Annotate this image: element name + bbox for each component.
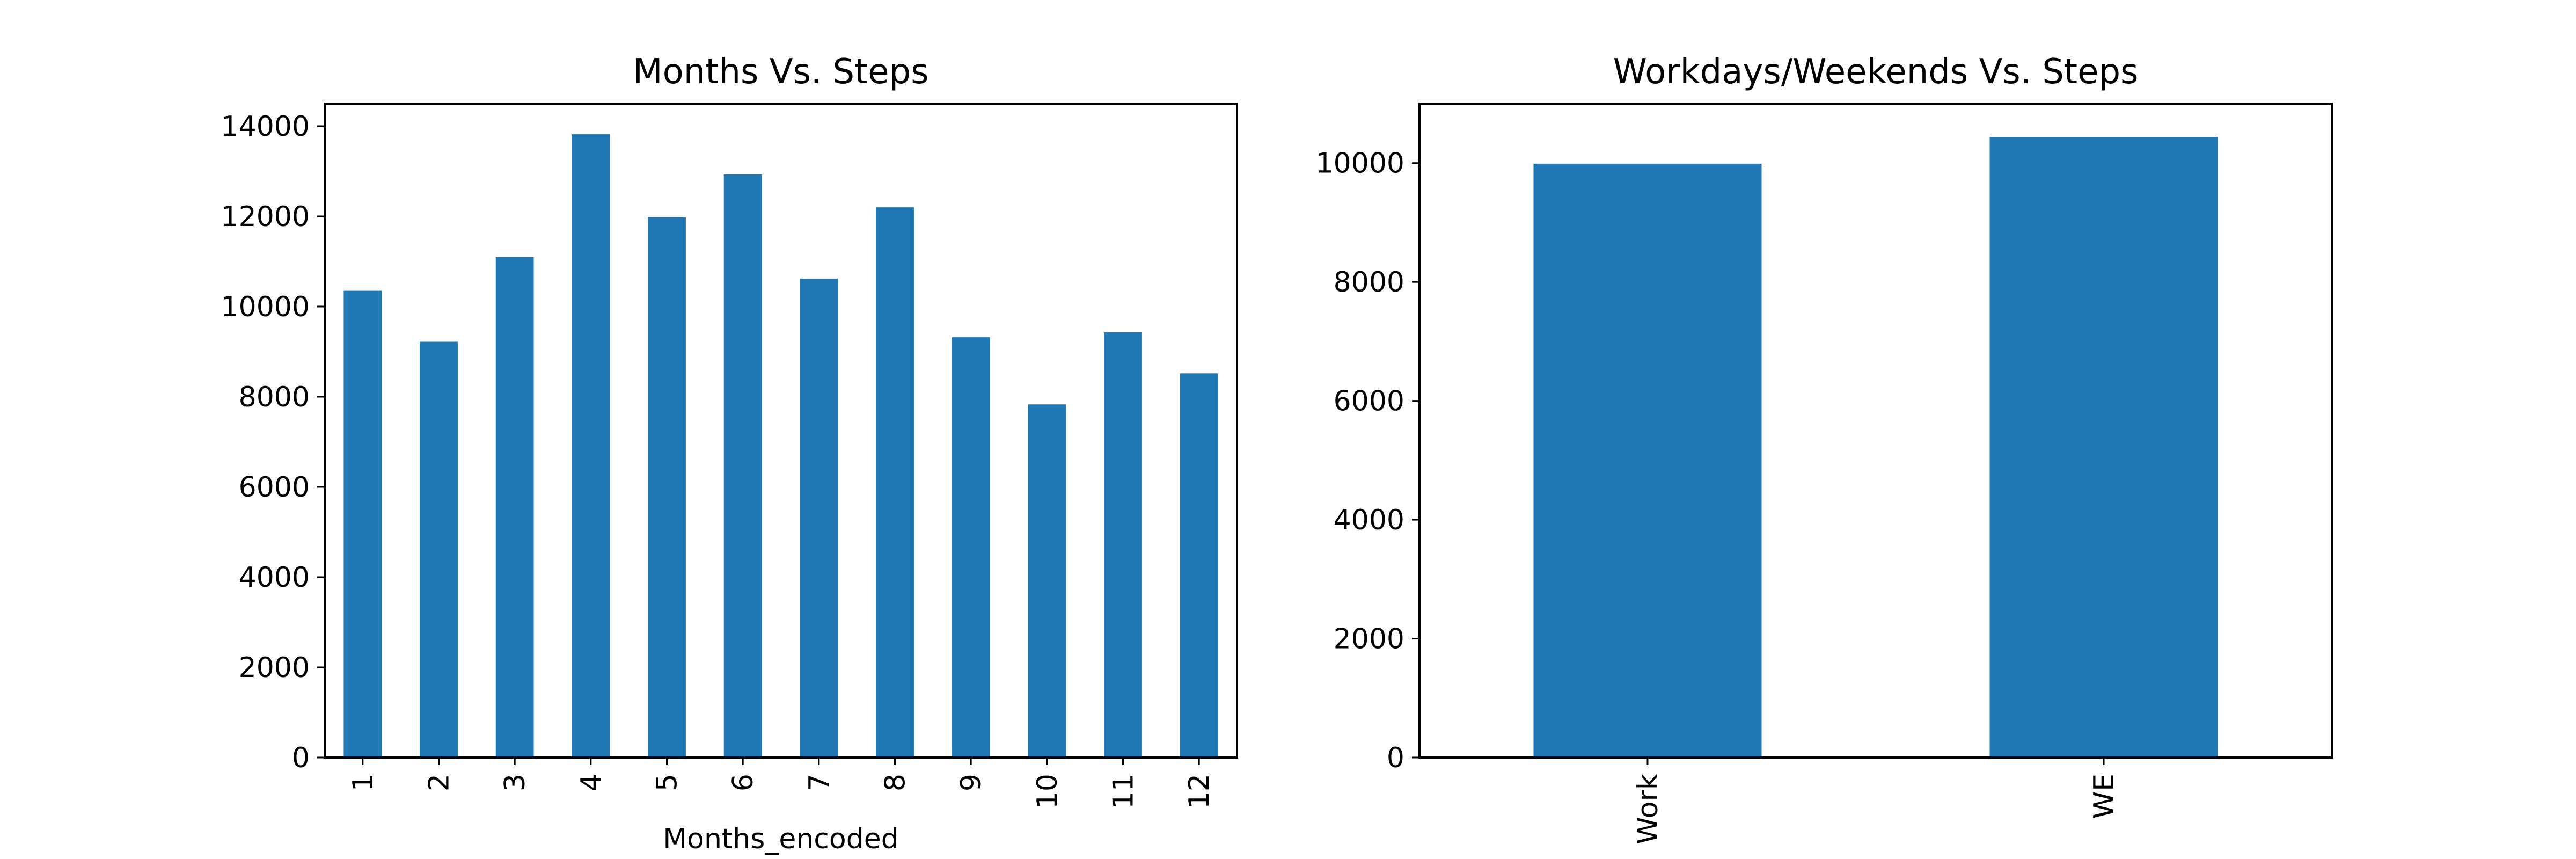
y-tick-label: 10000: [221, 291, 310, 323]
chart-months-vs-steps: Months Vs. Steps 0 2000 4000 6000 8000 10000 1…: [221, 52, 1238, 855]
y-axis-ticks: 0 2000 4000 6000 8000 10000 12000 14000: [221, 111, 325, 774]
x-tick-label: 6: [727, 774, 759, 791]
y-tick-label: 6000: [1334, 385, 1404, 418]
bar-11: [1104, 332, 1142, 758]
y-tick-label: 4000: [1334, 504, 1404, 536]
chart-title: Workdays/Weekends Vs. Steps: [1613, 52, 2139, 92]
y-tick-label: 0: [292, 742, 310, 774]
x-axis-label: Months_encoded: [663, 823, 898, 855]
y-tick-label: 4000: [239, 562, 310, 594]
bar-8: [876, 207, 914, 758]
bar-2: [420, 341, 458, 758]
y-tick-label: 8000: [1334, 266, 1404, 299]
x-tick-label: 1: [347, 774, 379, 791]
bar-WE: [1989, 137, 2218, 758]
y-tick-label: 2000: [1334, 623, 1404, 656]
y-tick-label: 0: [1387, 742, 1404, 774]
bar-1: [343, 290, 382, 758]
x-tick-label: 4: [575, 774, 608, 791]
bar-9: [952, 337, 990, 758]
plot-frame: [324, 103, 1238, 759]
y-tick-label: 8000: [239, 381, 310, 413]
y-axis-ticks: 0 2000 4000 6000 8000 10000: [1316, 148, 1419, 774]
x-tick-label: 7: [803, 774, 836, 791]
chart-workdays-weekends-vs-steps: Workdays/Weekends Vs. Steps 0 2000 4000 600…: [1316, 52, 2333, 845]
x-axis-ticks: Work WE: [1632, 758, 2120, 845]
y-tick-label: 14000: [221, 111, 310, 143]
x-tick-label: 12: [1183, 774, 1216, 809]
x-tick-label: 10: [1031, 774, 1064, 809]
bar-7: [800, 278, 838, 758]
bar-group: [343, 134, 1218, 758]
x-tick-label: 5: [652, 774, 684, 791]
bar-12: [1180, 373, 1218, 758]
bar-3: [495, 257, 534, 758]
x-tick-label: Work: [1632, 774, 1664, 845]
x-tick-label: WE: [2088, 774, 2120, 819]
bar-group: [1533, 137, 2218, 758]
y-tick-label: 12000: [221, 201, 310, 233]
x-tick-label: 9: [955, 774, 987, 791]
x-tick-label: 3: [499, 774, 531, 791]
y-tick-label: 6000: [239, 471, 310, 504]
bar-6: [723, 174, 762, 758]
x-tick-label: 11: [1108, 774, 1140, 809]
bar-10: [1028, 404, 1066, 758]
x-tick-label: 2: [423, 774, 456, 791]
y-tick-label: 2000: [239, 652, 310, 684]
x-tick-label: 8: [880, 774, 912, 791]
bar-5: [648, 217, 686, 758]
plot-frame: [1418, 103, 2333, 759]
chart-title: Months Vs. Steps: [633, 52, 928, 92]
bar-4: [572, 134, 610, 758]
x-axis-ticks: 1 2 3 4 5 6 7 8 9 10 11 12: [347, 758, 1216, 809]
y-tick-label: 10000: [1316, 148, 1404, 180]
bar-Work: [1533, 163, 1762, 758]
